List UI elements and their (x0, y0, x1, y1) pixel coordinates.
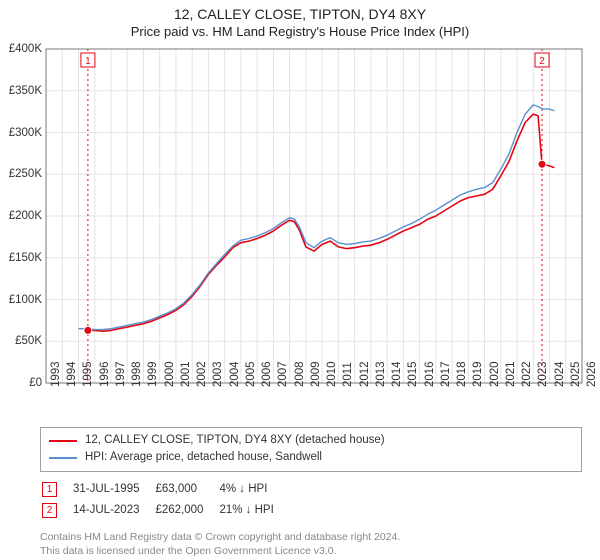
legend-swatch (49, 440, 77, 442)
chart-area: 1 2 £0 £50K £100K £150K £200K £250K £300K £350K £… (0, 43, 600, 423)
y-tick-label: £350K (0, 85, 42, 97)
legend-item: HPI: Average price, detached house, Sand… (49, 449, 573, 466)
attribution-footer: Contains HM Land Registry data © Crown c… (40, 530, 582, 558)
footer-line-2: This data is licensed under the Open Gov… (40, 544, 582, 558)
marker-delta: 4% ↓ HPI (219, 480, 287, 499)
legend-swatch (49, 457, 77, 459)
y-tick-label: £250K (0, 168, 42, 180)
y-tick-label: £50K (0, 335, 42, 347)
legend-label: HPI: Average price, detached house, Sand… (85, 449, 322, 466)
marker-row: 2 14-JUL-2023£262,00021% ↓ HPI (42, 501, 288, 520)
y-tick-label: £400K (0, 43, 42, 55)
marker-badge: 2 (42, 503, 57, 518)
legend: 12, CALLEY CLOSE, TIPTON, DY4 8XY (detac… (40, 427, 582, 472)
svg-text:1: 1 (85, 56, 91, 67)
x-tick-label: 2026 (586, 361, 600, 387)
marker-date: 31-JUL-1995 (73, 480, 153, 499)
markers-table: 1 31-JUL-1995£63,0004% ↓ HPI 2 14-JUL-2023£… (40, 478, 582, 522)
marker-price: £63,000 (155, 480, 217, 499)
marker-delta: 21% ↓ HPI (219, 501, 287, 520)
y-tick-label: £300K (0, 127, 42, 139)
marker-row: 1 31-JUL-1995£63,0004% ↓ HPI (42, 480, 288, 499)
chart-title: 12, CALLEY CLOSE, TIPTON, DY4 8XY (0, 0, 600, 22)
marker-price: £262,000 (155, 501, 217, 520)
y-tick-label: £0 (0, 377, 42, 389)
marker-badge: 1 (42, 482, 57, 497)
chart-subtitle: Price paid vs. HM Land Registry's House … (0, 22, 600, 41)
footer-line-1: Contains HM Land Registry data © Crown c… (40, 530, 582, 544)
marker-date: 14-JUL-2023 (73, 501, 153, 520)
y-tick-label: £200K (0, 210, 42, 222)
svg-text:2: 2 (539, 56, 545, 67)
legend-label: 12, CALLEY CLOSE, TIPTON, DY4 8XY (detac… (85, 432, 385, 449)
legend-item: 12, CALLEY CLOSE, TIPTON, DY4 8XY (detac… (49, 432, 573, 449)
y-tick-label: £150K (0, 252, 42, 264)
y-tick-label: £100K (0, 294, 42, 306)
